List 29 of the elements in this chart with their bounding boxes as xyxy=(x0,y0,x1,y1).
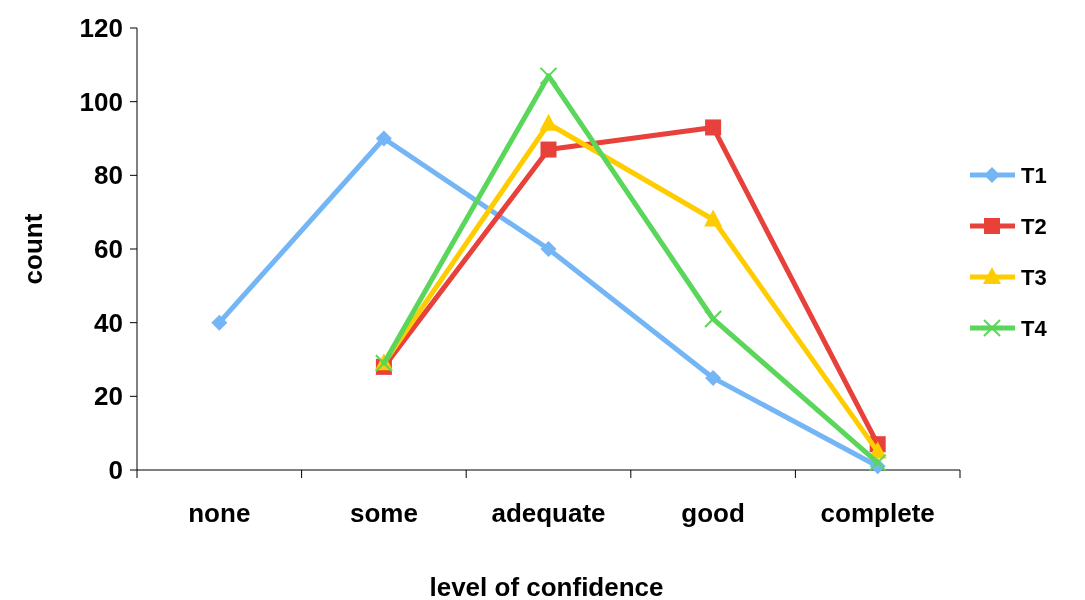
x-tick-label: some xyxy=(349,498,418,528)
point xyxy=(540,241,557,257)
legend-label: T3 xyxy=(1021,264,1047,290)
y-tick-label: 20 xyxy=(94,381,123,412)
x-tick-label: complete xyxy=(820,498,935,528)
x-axis-title: level of confidence xyxy=(429,572,664,600)
point xyxy=(211,314,228,331)
point xyxy=(539,113,558,131)
y-tick-label: 100 xyxy=(79,86,123,117)
point xyxy=(704,209,723,227)
point xyxy=(375,130,392,147)
y-tick-label: 40 xyxy=(94,307,123,338)
point xyxy=(704,309,723,328)
legend-label: T1 xyxy=(1021,162,1047,188)
y-tick-label: 0 xyxy=(108,455,123,486)
y-axis-title: count xyxy=(18,213,48,285)
point xyxy=(540,141,557,158)
point xyxy=(705,369,722,386)
y-tick-label: 60 xyxy=(94,234,123,265)
point xyxy=(868,453,887,472)
y-tick-label: 120 xyxy=(79,13,123,44)
legend-label: T2 xyxy=(1021,213,1047,239)
x-tick-label: adequate xyxy=(491,498,606,528)
point xyxy=(539,66,558,85)
legend-label: T4 xyxy=(1021,315,1048,341)
y-tick-label: 80 xyxy=(94,160,123,191)
point xyxy=(705,119,722,136)
x-tick-label: good xyxy=(681,498,745,528)
x-tick-label: none xyxy=(188,498,251,528)
